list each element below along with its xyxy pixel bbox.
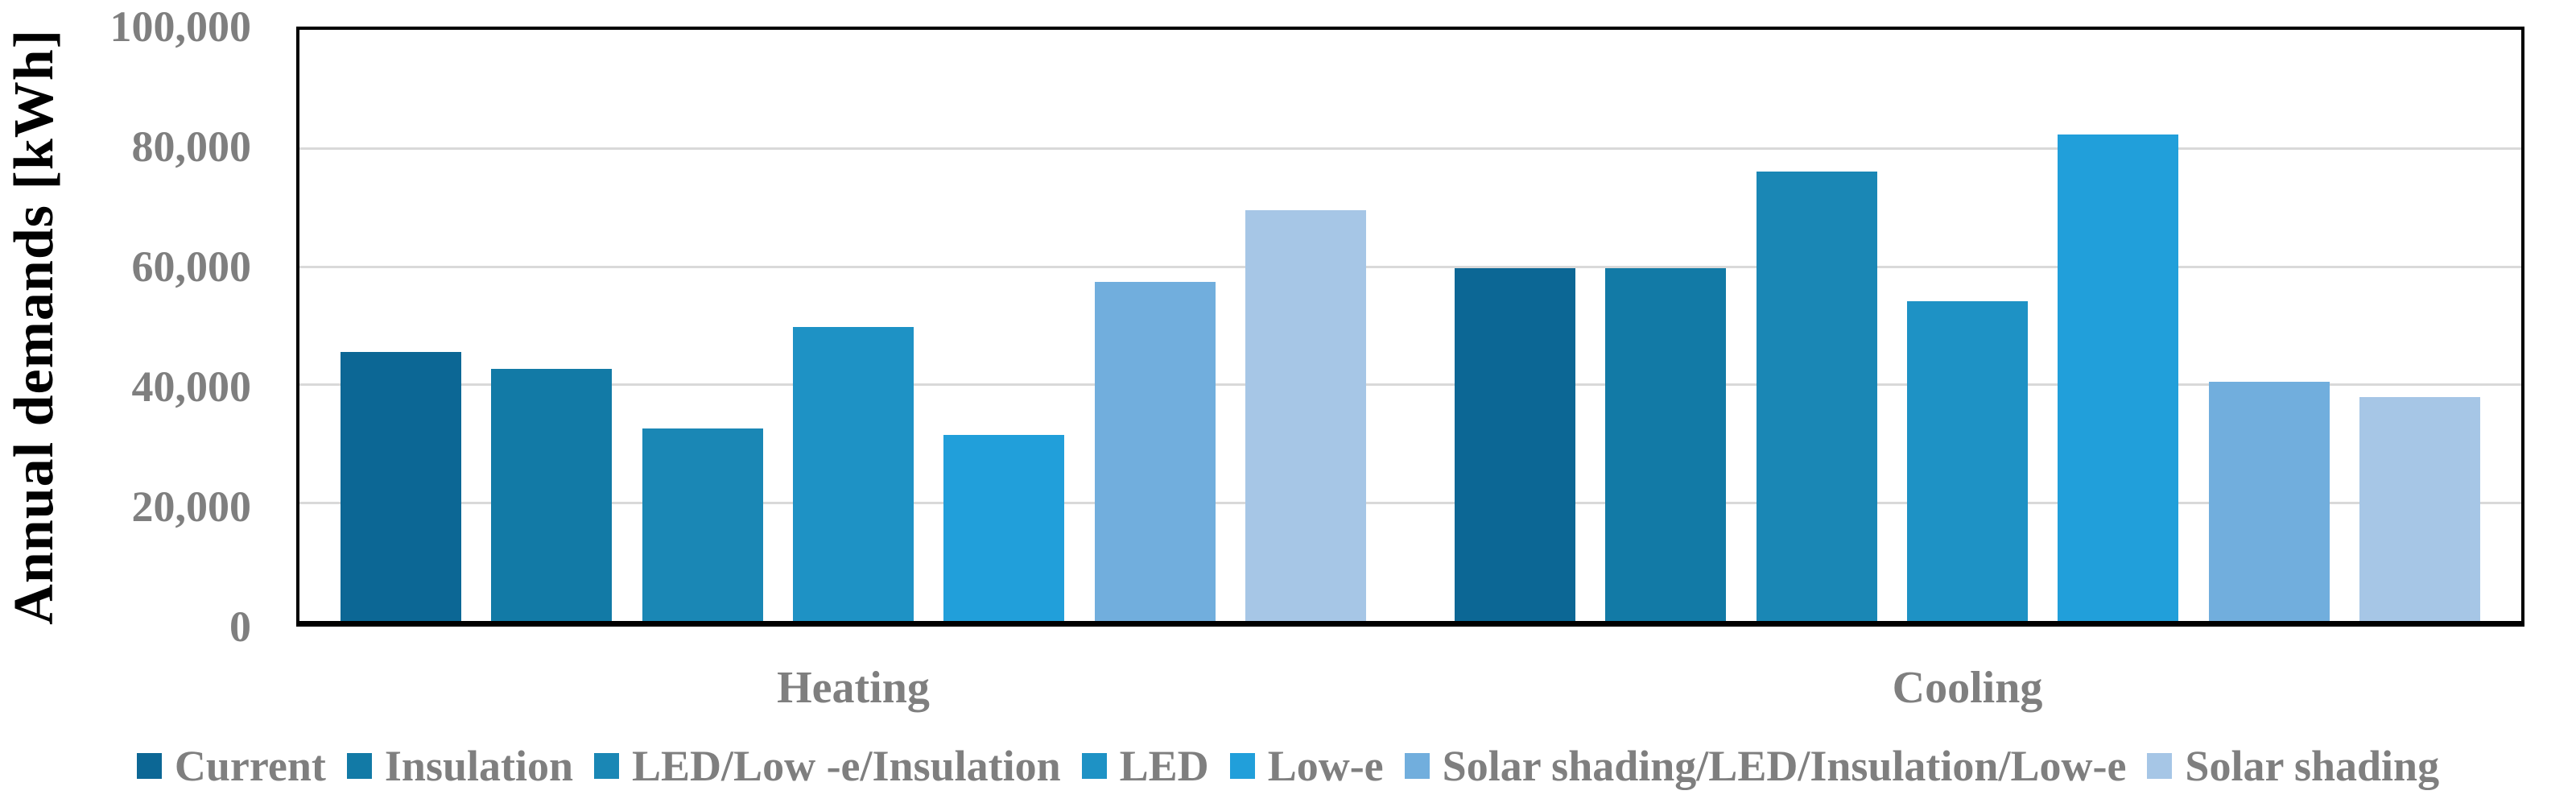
legend-label: Insulation (384, 742, 574, 790)
bar-cooling-low-e (2058, 135, 2178, 621)
legend-swatch-icon (346, 753, 372, 779)
category-label-cooling: Cooling (1892, 663, 2043, 713)
legend-swatch-icon (2147, 753, 2173, 779)
legend-item-led: LED (1081, 739, 1209, 793)
gridline-80000 (299, 147, 2521, 150)
bar-heating-low-e (943, 435, 1064, 621)
bar-heating-current (341, 352, 461, 621)
bar-cooling-insulation (1605, 268, 1726, 621)
plot-area (296, 27, 2524, 627)
y-tick-label-20-000: 20,000 (131, 482, 252, 531)
legend-swatch-icon (1404, 753, 1430, 779)
legend-item-led-low-e-insulation: LED/Low -e/Insulation (594, 739, 1061, 793)
gridline-20000 (299, 502, 2521, 504)
legend-label: Current (174, 742, 326, 790)
legend-swatch-icon (594, 753, 620, 779)
legend-item-solar-shading-led-insulation-low-e: Solar shading/LED/Insulation/Low-e (1404, 739, 2127, 793)
y-axis-title: Annual demands [kWh] (0, 27, 69, 627)
bar-heating-insulation (491, 369, 612, 621)
legend-label: Solar shading/LED/Insulation/Low-e (1442, 742, 2127, 790)
bar-cooling-led-low-e-insulation (1757, 172, 1877, 621)
legend-label: LED (1119, 742, 1209, 790)
legend: Current Insulation LED/Low -e/Insulation LE… (0, 738, 2576, 794)
legend-label: Solar shading (2185, 742, 2440, 790)
bar-heating-solar-shading (1245, 210, 1366, 621)
bar-heating-led-low-e-insulation (642, 428, 763, 621)
legend-item-low-e: Low-e (1229, 739, 1384, 793)
y-axis-title-text: Annual demands [kWh] (3, 28, 65, 625)
bar-heating-led (793, 327, 914, 621)
y-tick-label-40-000: 40,000 (131, 362, 252, 411)
y-tick-label-60-000: 60,000 (131, 242, 252, 291)
legend-label: LED/Low -e/Insulation (632, 742, 1061, 790)
bar-cooling-current (1455, 268, 1575, 621)
gridline-60000 (299, 266, 2521, 268)
bar-cooling-solar-shading (2359, 397, 2480, 621)
category-label-heating: Heating (777, 663, 930, 713)
gridline-40000 (299, 383, 2521, 386)
bar-heating-solar-shading-led-insulation-low-e (1095, 282, 1216, 621)
legend-item-current: Current (136, 739, 326, 793)
y-tick-label-100-000: 100,000 (109, 2, 252, 51)
legend-item-solar-shading: Solar shading (2147, 739, 2439, 793)
legend-swatch-icon (136, 753, 162, 779)
y-tick-label-80-000: 80,000 (131, 122, 252, 171)
legend-swatch-icon (1081, 753, 1107, 779)
legend-swatch-icon (1229, 753, 1255, 779)
bar-cooling-led (1907, 301, 2028, 621)
y-tick-label-0: 0 (229, 602, 251, 651)
legend-item-insulation: Insulation (346, 739, 574, 793)
legend-label: Low-e (1267, 742, 1384, 790)
bar-cooling-solar-shading-led-insulation-low-e (2209, 382, 2330, 621)
